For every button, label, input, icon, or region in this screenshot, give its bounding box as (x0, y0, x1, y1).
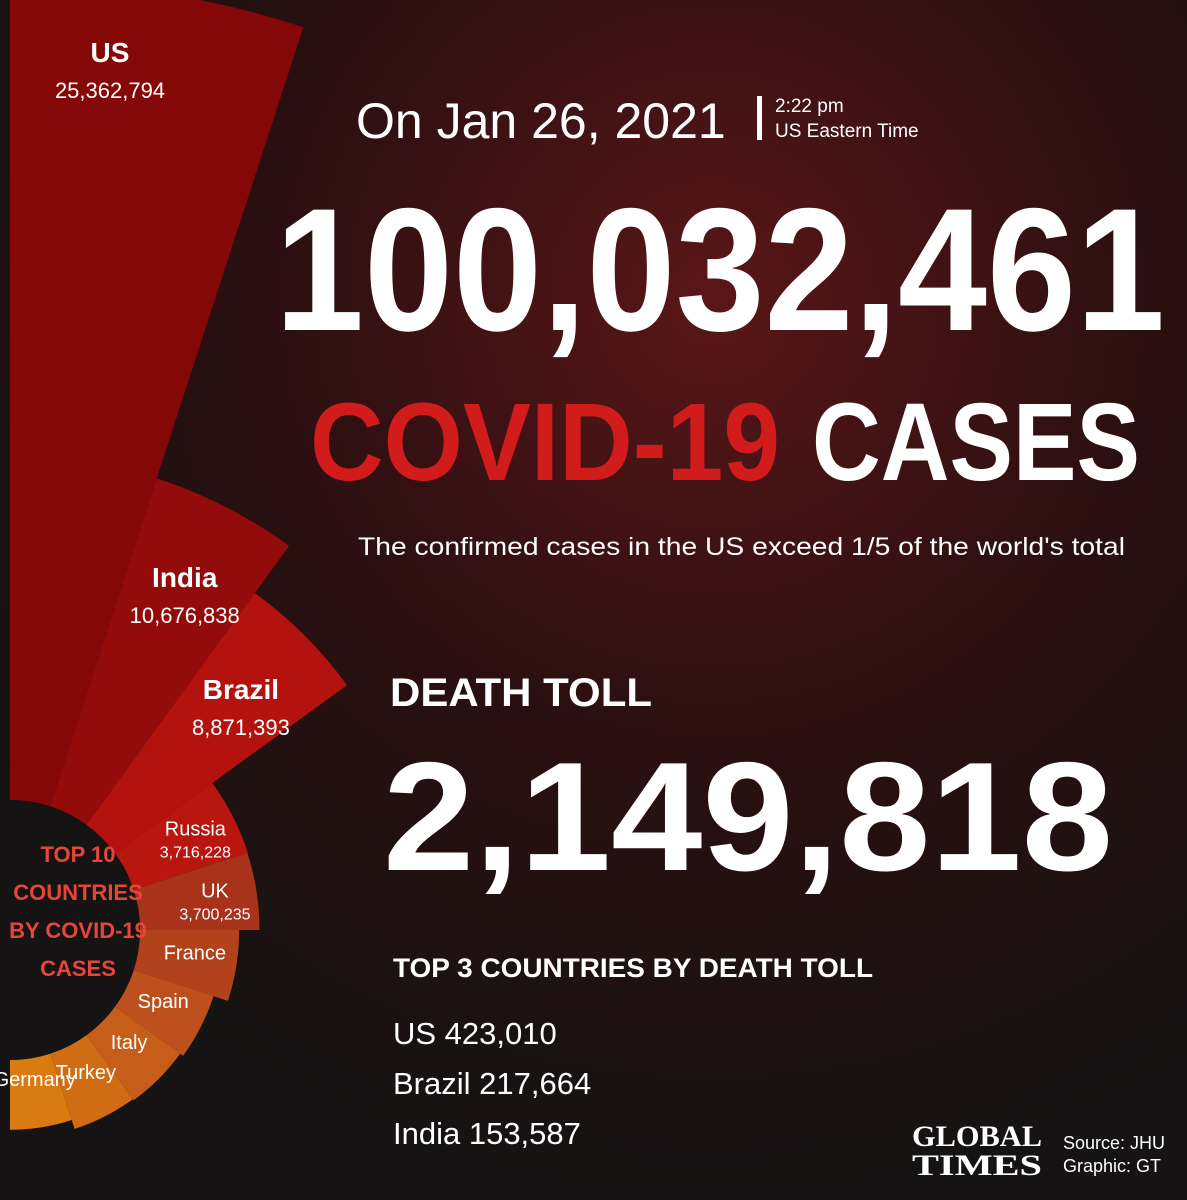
subtitle: The confirmed cases in the US exceed 1/5… (358, 533, 1125, 561)
top3-row: US 423,010 (393, 1016, 557, 1051)
category-label: Russia (165, 819, 227, 841)
center-circle (0, 800, 140, 1060)
logo: GLOBAL (912, 1120, 1042, 1153)
bar (10, 1053, 72, 1130)
logo: TIMES (912, 1149, 1042, 1182)
total-cases: 100,032,461 (275, 173, 1165, 368)
category-label: Spain (138, 991, 189, 1013)
top3-row: India 153,587 (393, 1116, 581, 1151)
zone: US Eastern Time (775, 121, 919, 142)
bar (115, 970, 214, 1056)
value-label: 25,362,794 (55, 78, 165, 103)
category-label: UK (201, 881, 229, 903)
category-label: France (164, 942, 226, 964)
radial-chart: US 25,362,794 India 10,676,838 Brazil 8,871,3… (0, 0, 347, 1130)
death-title: DEATH TOLL (390, 671, 652, 715)
date: On Jan 26, 2021 (356, 93, 726, 149)
category-label: India (152, 562, 218, 593)
bar (86, 593, 347, 854)
value-label: 3,716,228 (160, 845, 231, 862)
time: 2:22 pm (775, 96, 844, 117)
header: On Jan 26, 2021 2:22 pm US Eastern Time … (275, 93, 1165, 1182)
chart-title: TOP 10 COUNTRIES BY COVID-19 CASES (9, 842, 147, 981)
top3-title: TOP 3 COUNTRIES BY DEATH TOLL (393, 953, 873, 983)
top3-row: Brazil 217,664 (393, 1066, 591, 1101)
bar (133, 852, 260, 930)
value-label: 10,676,838 (130, 603, 240, 628)
bar (10, 0, 304, 807)
source: Source: JHU (1063, 1133, 1165, 1153)
category-label: Turkey (56, 1062, 116, 1084)
bar (50, 1035, 133, 1129)
death-value: 2,149,818 (383, 730, 1113, 903)
value-label: 3,700,235 (179, 907, 250, 924)
bar (133, 930, 240, 1001)
bar (86, 1006, 181, 1101)
graphic: Graphic: GT (1063, 1156, 1161, 1176)
bar (115, 783, 248, 890)
covid-label: COVID-19 (310, 381, 780, 504)
category-label: Italy (111, 1032, 148, 1054)
cases-label: CASES (812, 381, 1140, 504)
category-label: Brazil (203, 674, 279, 705)
divider (757, 96, 762, 140)
value-label: 8,871,393 (192, 715, 290, 740)
category-label: Germany (0, 1069, 76, 1091)
bar (50, 478, 290, 825)
category-label: US (91, 37, 130, 68)
